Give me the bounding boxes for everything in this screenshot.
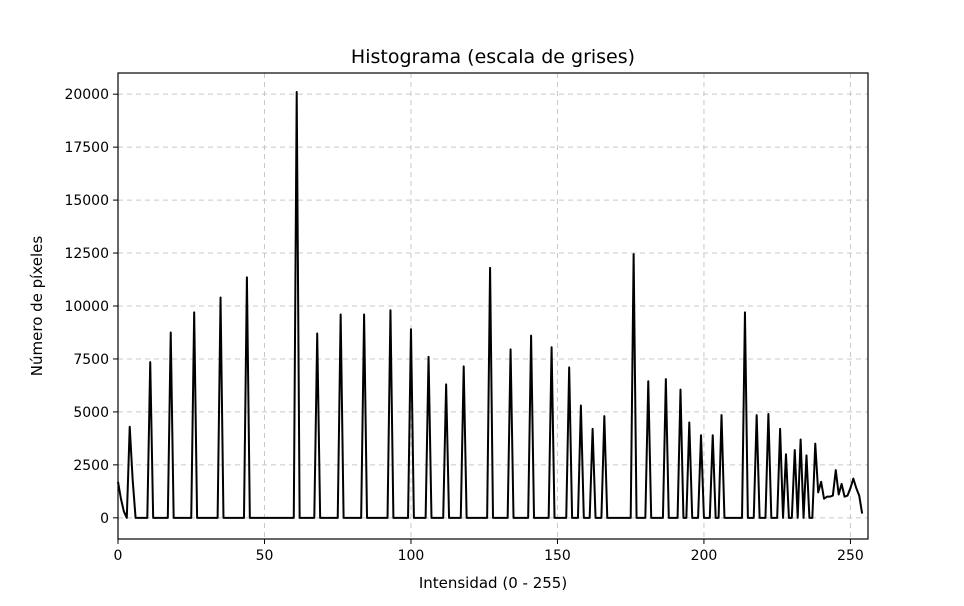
histogram-line — [117, 91, 864, 519]
y-tick-label: 20000 — [64, 87, 109, 103]
x-tick-label: 250 — [837, 548, 864, 564]
y-tick-label: 5000 — [73, 405, 109, 421]
y-tick-label: 17500 — [64, 140, 109, 156]
x-tick-label: 100 — [398, 548, 425, 564]
x-axis-label: Intensidad (0 - 255) — [419, 574, 567, 592]
y-axis-label: Número de píxeles — [28, 236, 46, 377]
chart-title: Histograma (escala de grises) — [351, 46, 635, 68]
x-axis-ticks: 0 50 100 150 200 250 — [114, 539, 864, 564]
x-tick-label: 200 — [691, 548, 718, 564]
y-axis-ticks: 0 2500 5000 7500 10000 12500 15000 17500 20000 — [64, 87, 118, 527]
y-tick-label: 12500 — [64, 246, 109, 262]
y-tick-label: 2500 — [73, 458, 109, 474]
y-tick-label: 10000 — [64, 299, 109, 315]
x-tick-label: 50 — [256, 548, 274, 564]
y-tick-label: 15000 — [64, 193, 109, 209]
y-tick-label: 7500 — [73, 352, 109, 368]
x-tick-label: 0 — [114, 548, 123, 564]
x-tick-label: 150 — [544, 548, 571, 564]
plot-area — [117, 91, 864, 519]
y-tick-label: 0 — [100, 511, 109, 527]
